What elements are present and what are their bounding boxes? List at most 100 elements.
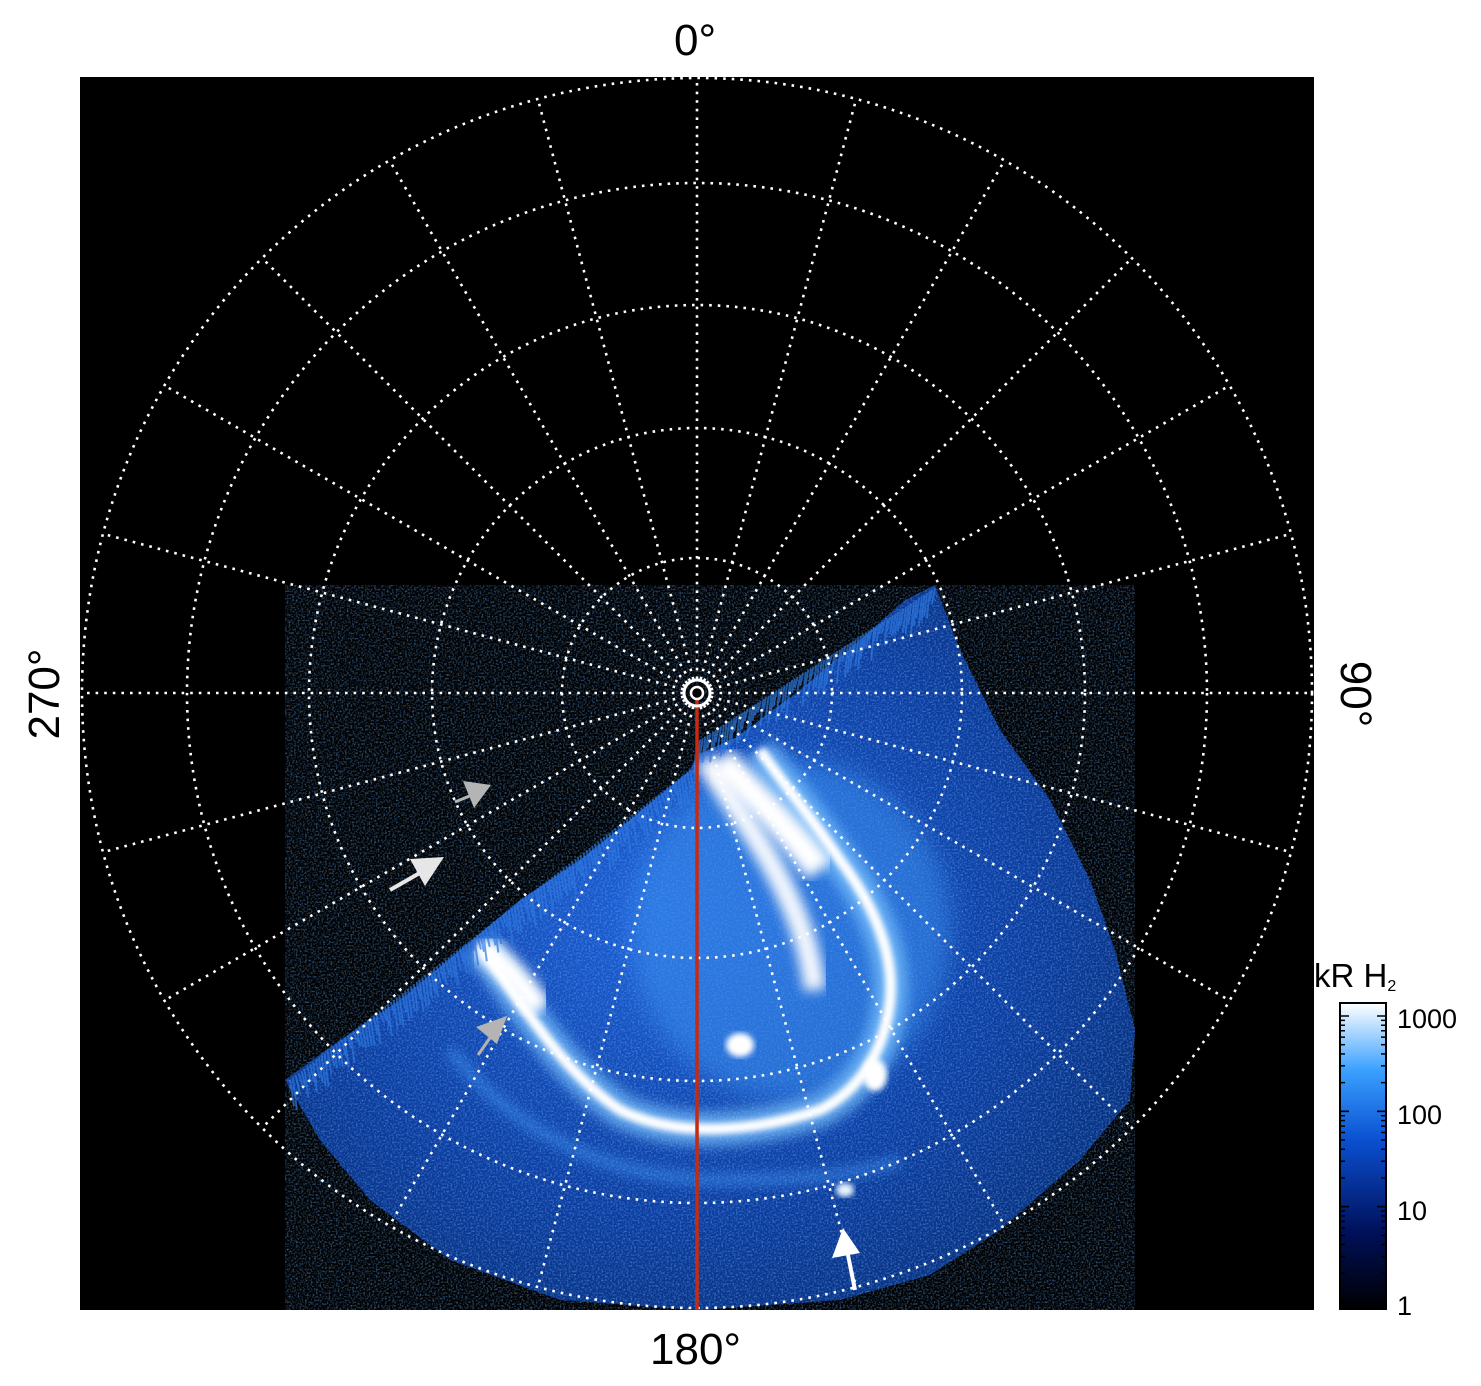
edge-streak xyxy=(727,719,733,750)
white-arrow-bottom xyxy=(832,1228,860,1291)
edge-streak xyxy=(309,1064,316,1083)
latitude-circle xyxy=(80,77,1314,1310)
edge-streak xyxy=(835,649,841,684)
colorbar-tick-100: 100 xyxy=(1397,1100,1443,1130)
edge-streak xyxy=(289,1079,295,1107)
edge-streak xyxy=(568,863,575,888)
meridian-line xyxy=(699,706,858,1288)
meridian-line xyxy=(536,706,695,1288)
edge-streak xyxy=(775,688,781,723)
edge-streak xyxy=(875,623,881,642)
edge-streak xyxy=(381,1008,388,1021)
colorbar-title: kR H2 xyxy=(1314,957,1396,996)
label-90-degrees: 90° xyxy=(1331,660,1380,728)
polar-arc-core xyxy=(709,749,832,880)
meridian-line xyxy=(102,695,684,854)
edge-streak xyxy=(553,874,560,900)
edge-streak xyxy=(360,1024,367,1048)
edge-streak xyxy=(645,803,652,832)
edge-streak xyxy=(634,812,641,824)
edge-streak xyxy=(923,592,929,617)
edge-streak xyxy=(640,807,647,834)
edge-streak xyxy=(352,1030,359,1043)
edge-streak xyxy=(527,894,534,917)
meridian-line xyxy=(699,98,858,680)
edge-streak xyxy=(851,639,857,658)
edge-streak xyxy=(680,776,687,804)
edge-streak xyxy=(358,1026,365,1048)
edge-streak xyxy=(762,697,767,713)
aurora-spot-2 xyxy=(863,1059,887,1091)
edge-streak xyxy=(743,709,749,722)
polar-arc-bright xyxy=(695,754,826,992)
colorbar-tick-10: 10 xyxy=(1397,1196,1428,1226)
edge-streak xyxy=(478,932,485,952)
meridian-line xyxy=(705,701,1133,1129)
edge-streak xyxy=(312,1062,319,1093)
edge-streak xyxy=(891,613,897,637)
edge-streak xyxy=(599,838,606,851)
edge-streak xyxy=(701,736,707,763)
edge-streak xyxy=(730,717,736,742)
edge-streak xyxy=(504,912,511,931)
outer-emission-arc xyxy=(446,1046,902,1186)
edge-streak xyxy=(548,879,554,911)
main-auroral-oval xyxy=(475,746,897,1135)
edge-streak xyxy=(470,939,477,951)
edge-streak xyxy=(677,778,684,809)
edge-streak xyxy=(291,1077,298,1111)
edge-streak xyxy=(524,896,531,922)
edge-streak xyxy=(438,963,445,980)
edge-streak xyxy=(582,852,589,877)
edge-streak xyxy=(335,1044,342,1066)
edge-streak xyxy=(785,681,791,715)
edge-streak xyxy=(703,734,709,754)
edge-streak xyxy=(740,710,746,730)
edge-streak xyxy=(812,664,818,690)
edge-streak xyxy=(909,601,915,636)
edge-streak xyxy=(857,635,863,670)
meridian-line xyxy=(102,532,684,691)
edge-streak xyxy=(862,632,868,650)
edge-streak xyxy=(490,923,497,946)
edge-streak xyxy=(772,690,778,707)
edge-streak xyxy=(738,712,744,741)
edge-streak xyxy=(817,661,823,695)
edge-streak xyxy=(502,914,508,928)
edge-streak xyxy=(481,930,488,962)
edge-streak xyxy=(496,919,503,945)
meridian-line xyxy=(388,704,692,1227)
edge-streak xyxy=(872,625,878,642)
edge-streak xyxy=(306,1066,313,1082)
edge-streak xyxy=(901,606,907,633)
edge-streak xyxy=(915,598,921,619)
edge-streak xyxy=(654,796,661,820)
polar-grid xyxy=(80,77,1314,1310)
edge-streak xyxy=(709,731,715,763)
edge-streak xyxy=(754,702,760,716)
edge-streak xyxy=(317,1057,324,1084)
colorbar-title-main: kR H xyxy=(1314,957,1388,994)
edge-streak xyxy=(550,876,557,903)
edge-streak xyxy=(804,669,810,687)
edge-streak xyxy=(297,1073,304,1087)
edge-streak xyxy=(458,948,465,964)
edge-streak xyxy=(441,961,448,985)
edge-streak xyxy=(799,673,804,686)
edge-streak xyxy=(585,850,592,868)
edge-streak xyxy=(912,599,918,627)
colorbar-tick-1000: 1000 xyxy=(1397,1004,1458,1034)
edge-streak xyxy=(822,657,828,693)
edge-streak xyxy=(793,676,799,689)
edge-streak xyxy=(783,683,789,709)
edge-streak xyxy=(608,832,615,866)
edge-streak xyxy=(562,867,569,896)
edge-streak xyxy=(657,794,664,812)
colorbar-tick-1: 1 xyxy=(1397,1291,1413,1321)
edge-streak xyxy=(542,883,549,910)
edge-streak xyxy=(899,608,905,627)
edge-streak xyxy=(369,1017,376,1047)
edge-streak xyxy=(878,621,884,635)
colorbar xyxy=(1339,1002,1387,1310)
edge-streak xyxy=(751,703,757,721)
